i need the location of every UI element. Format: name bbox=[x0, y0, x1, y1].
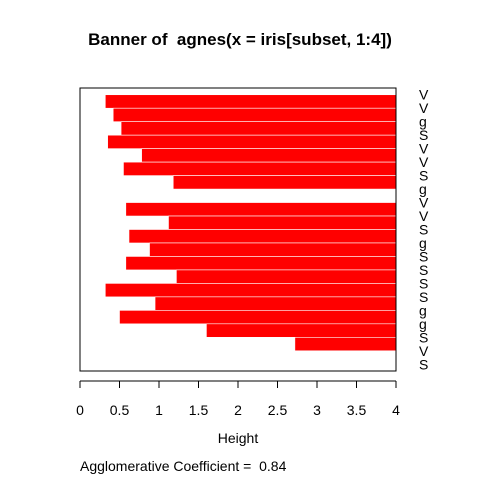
x-tick-label: 1 bbox=[155, 402, 163, 418]
observation-label: g bbox=[419, 181, 427, 197]
x-tick-label: 0 bbox=[76, 402, 84, 418]
banner-bar bbox=[120, 121, 397, 136]
banner-bar bbox=[128, 229, 397, 244]
banner-bars bbox=[104, 94, 397, 352]
observation-label: V bbox=[419, 141, 429, 157]
x-axis: 0 0.5 1 1.5 2 2.5 3 3.5 4 bbox=[76, 380, 400, 418]
chart-title: Banner of agnes(x = iris[subset, 1:4]) bbox=[88, 30, 392, 49]
x-tick-label: 4 bbox=[392, 402, 400, 418]
observation-label: V bbox=[419, 195, 429, 211]
banner-bar bbox=[141, 148, 397, 163]
observation-label: S bbox=[419, 289, 428, 305]
banner-bar bbox=[104, 283, 397, 298]
banner-bar bbox=[104, 94, 397, 109]
banner-bar bbox=[112, 107, 397, 122]
observation-label: S bbox=[419, 248, 428, 264]
banner-bar bbox=[123, 161, 397, 176]
banner-bar bbox=[294, 337, 397, 352]
observation-label: S bbox=[419, 222, 428, 238]
x-tick-label: 3.5 bbox=[347, 402, 367, 418]
x-tick-label: 2 bbox=[234, 402, 242, 418]
x-tick-label: 1.5 bbox=[189, 402, 209, 418]
x-axis-label: Height bbox=[217, 430, 259, 446]
banner-bar bbox=[206, 323, 397, 338]
banner-bar bbox=[168, 215, 397, 230]
x-tick-label: 0.5 bbox=[110, 402, 130, 418]
observation-label: V bbox=[419, 343, 429, 359]
banner-bar bbox=[176, 269, 397, 284]
observation-label: g bbox=[419, 302, 427, 318]
banner-bar bbox=[149, 242, 397, 257]
observation-label: g bbox=[419, 235, 427, 251]
banner-bar bbox=[125, 202, 397, 217]
observation-label: S bbox=[419, 168, 428, 184]
x-tick-label: 2.5 bbox=[268, 402, 288, 418]
banner-bar bbox=[154, 296, 397, 311]
observation-label: S bbox=[419, 262, 428, 278]
observation-label: V bbox=[419, 100, 429, 116]
observation-label: S bbox=[419, 127, 428, 143]
observation-label: g bbox=[419, 114, 427, 130]
observation-label: g bbox=[419, 316, 427, 332]
plot-frame bbox=[79, 87, 397, 372]
banner-bar bbox=[107, 134, 397, 149]
banner-bar bbox=[172, 175, 397, 190]
observation-label: S bbox=[419, 275, 428, 291]
banner-bar bbox=[119, 310, 397, 325]
observation-label: V bbox=[419, 154, 429, 170]
banner-bar bbox=[125, 256, 397, 271]
agglomerative-coefficient: Agglomerative Coefficient = 0.84 bbox=[80, 458, 287, 474]
observation-label: V bbox=[419, 87, 429, 103]
observation-label: S bbox=[419, 329, 428, 345]
observation-label: S bbox=[419, 356, 428, 372]
observation-label: V bbox=[419, 208, 429, 224]
x-tick-label: 3 bbox=[313, 402, 321, 418]
